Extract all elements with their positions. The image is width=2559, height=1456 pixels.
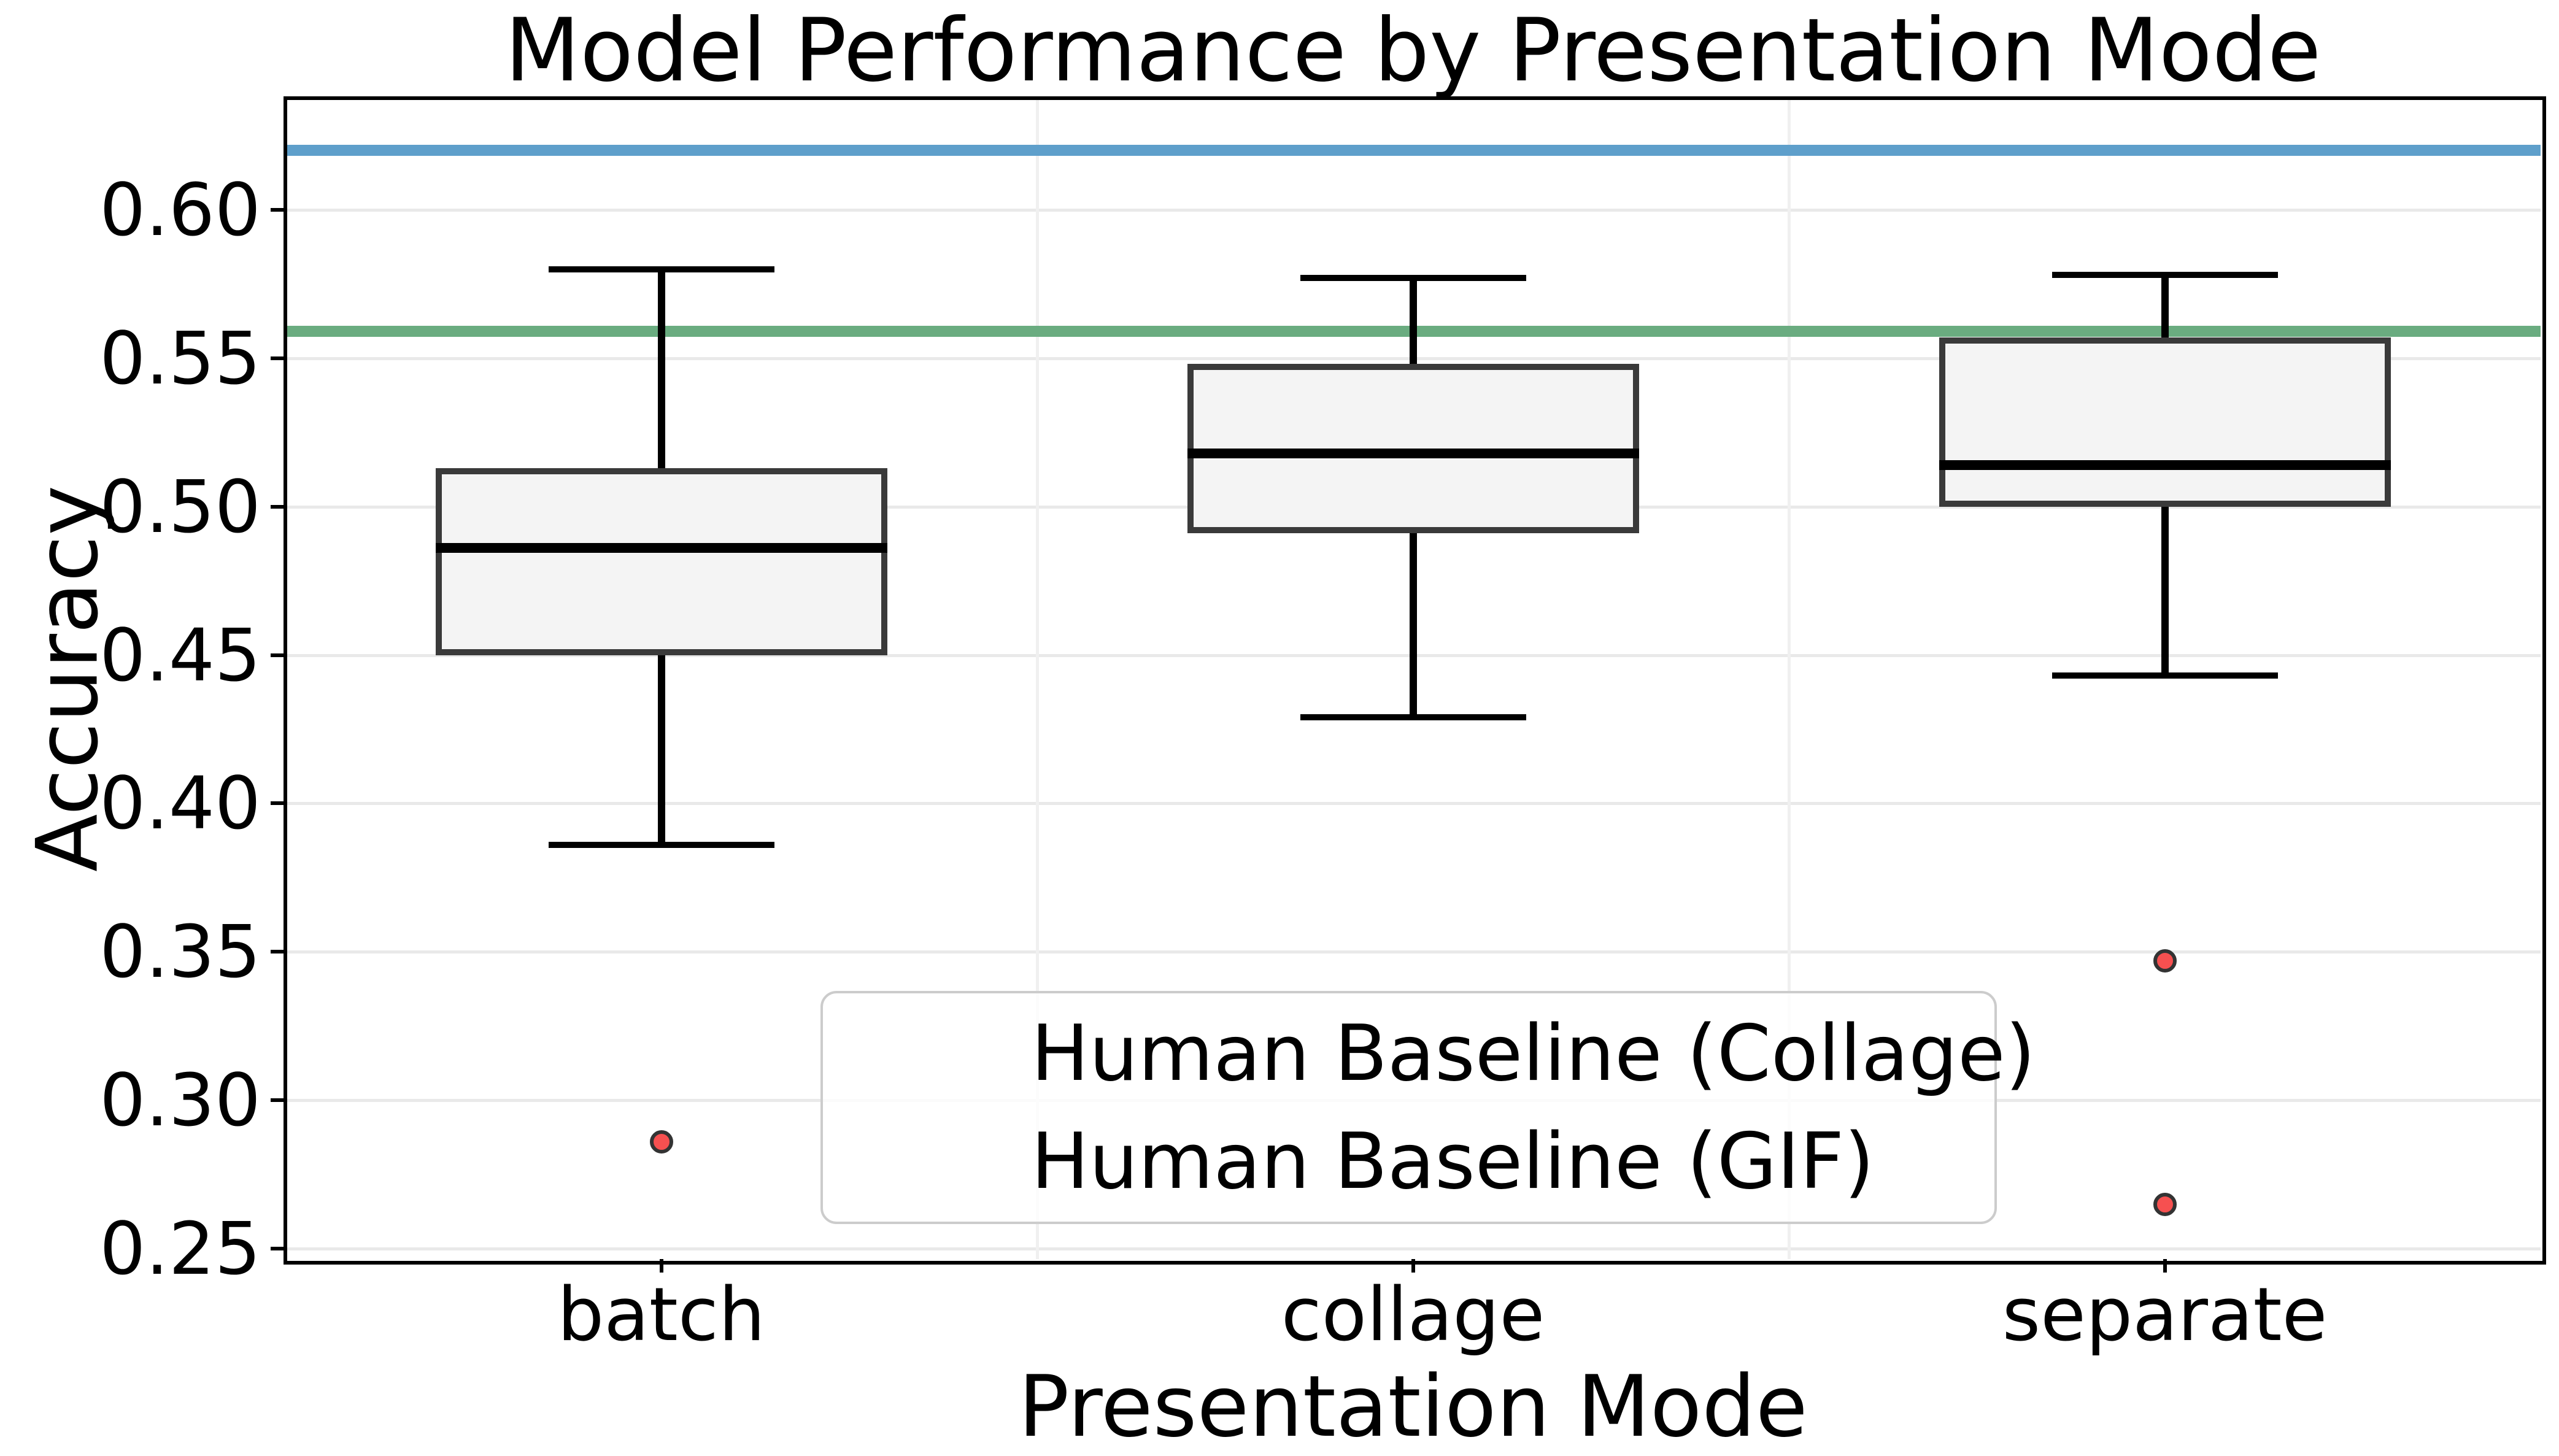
legend: Human Baseline (Collage) Human Baseline …: [820, 991, 2036, 1224]
outlier-point: [2153, 1192, 2177, 1216]
x-tick-mark: [659, 1259, 663, 1273]
x-tick-mark: [2163, 1259, 2167, 1273]
chart-title: Model Performance by Presentation Mode: [504, 0, 2322, 101]
y-gridline: [285, 1247, 2541, 1251]
x-gridline: [1036, 98, 1039, 1259]
outlier-point: [2153, 949, 2177, 973]
whisker-stem-upper: [657, 269, 665, 468]
legend-item-human-baseline-collage: Human Baseline (Collage): [851, 1015, 2036, 1092]
whisker-stem-upper: [1409, 278, 1417, 364]
whisker-cap-upper: [2051, 272, 2278, 279]
outlier-point: [649, 1130, 673, 1154]
median-line: [1939, 460, 2391, 470]
legend-label: Human Baseline (GIF): [1031, 1116, 1875, 1206]
y-tick-label: 0.35: [99, 909, 261, 995]
whisker-cap-lower: [548, 842, 774, 849]
y-tick-label: 0.60: [99, 167, 261, 252]
baseline-line: [285, 145, 2541, 156]
y-gridline: [285, 208, 2541, 212]
y-tick-mark: [271, 653, 285, 657]
y-tick-label: 0.55: [99, 315, 261, 401]
whisker-cap-lower: [1300, 714, 1526, 721]
x-tick-label: separate: [2002, 1273, 2328, 1358]
x-gridline: [1788, 98, 1791, 1259]
y-gridline: [285, 950, 2541, 954]
x-tick-label: collage: [1281, 1273, 1545, 1358]
whisker-stem-upper: [2161, 275, 2169, 337]
y-tick-mark: [271, 1098, 285, 1103]
y-tick-label: 0.25: [99, 1206, 261, 1292]
y-gridline: [285, 802, 2541, 806]
y-tick-label: 0.30: [99, 1058, 261, 1143]
median-line: [435, 543, 887, 553]
whisker-stem-lower: [657, 655, 665, 845]
y-tick-mark: [271, 504, 285, 509]
y-tick-mark: [271, 950, 285, 954]
whisker-stem-lower: [2161, 506, 2169, 676]
y-tick-label: 0.40: [99, 761, 261, 846]
y-tick-mark: [271, 356, 285, 360]
y-tick-label: 0.45: [99, 612, 261, 698]
green-baseline-line-icon: [851, 1049, 995, 1058]
whisker-stem-lower: [1409, 533, 1417, 718]
legend-item-human-baseline-gif: Human Baseline (GIF): [851, 1123, 1994, 1200]
median-line: [1187, 448, 1639, 458]
x-axis-label: Presentation Mode: [1018, 1357, 1808, 1456]
y-tick-label: 0.50: [99, 464, 261, 549]
y-tick-mark: [271, 207, 285, 212]
x-tick-mark: [1411, 1259, 1415, 1273]
box-iqr: [435, 468, 887, 655]
legend-label: Human Baseline (Collage): [1031, 1008, 2036, 1098]
x-tick-label: batch: [557, 1273, 765, 1358]
box-iqr: [1939, 337, 2391, 507]
blue-baseline-line-icon: [851, 1157, 995, 1166]
y-tick-mark: [271, 1247, 285, 1251]
whisker-cap-upper: [1300, 275, 1526, 282]
whisker-cap-upper: [548, 266, 774, 272]
y-tick-mark: [271, 801, 285, 806]
whisker-cap-lower: [2051, 672, 2278, 679]
